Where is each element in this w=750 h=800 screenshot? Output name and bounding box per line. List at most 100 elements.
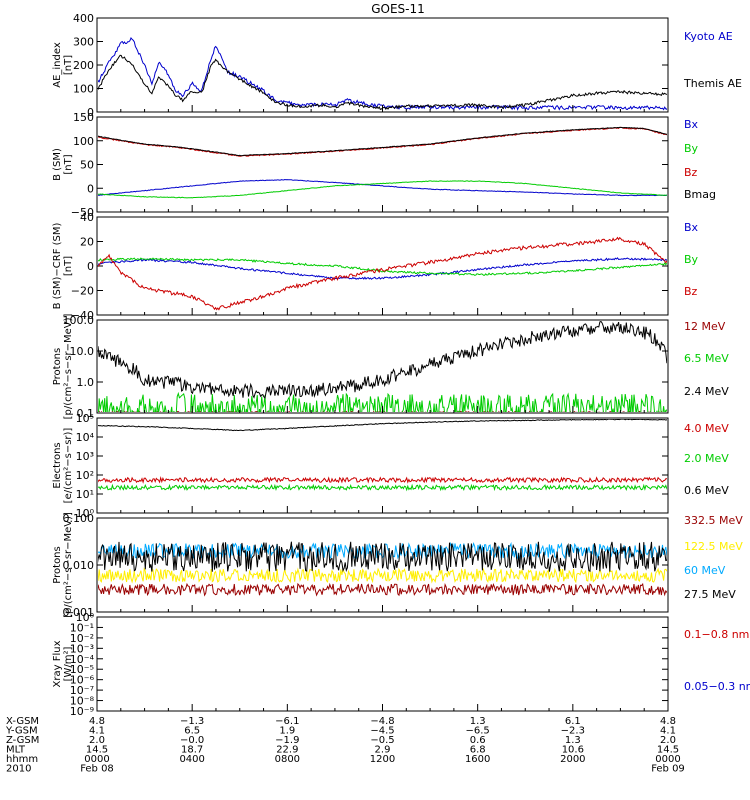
y-tick-label: 10⁰ — [76, 507, 95, 520]
y-tick-label: 400 — [73, 12, 94, 25]
legend-entry: 2.0 MeV — [684, 452, 729, 465]
panel-frame — [96, 17, 669, 113]
ephemeris-value: 1200 — [370, 754, 395, 765]
series-line — [98, 582, 667, 597]
legend-entry: Bx — [684, 118, 699, 131]
chart-title: GOES-11 — [371, 2, 425, 16]
ephemeris-value: Feb 08 — [80, 764, 114, 775]
ephemeris-value: 6.1 — [565, 716, 581, 727]
legend-entry: 0.05−0.3 nm — [684, 680, 750, 693]
y-tick-label: −50 — [71, 206, 94, 219]
ephemeris-value: 1600 — [465, 754, 490, 765]
series-line — [98, 37, 667, 111]
series-line — [98, 419, 667, 432]
series-line — [98, 126, 667, 157]
ephemeris-value: 0400 — [179, 754, 204, 765]
legend-entry: 60 MeV — [684, 564, 726, 577]
legend-entry: 0.6 MeV — [684, 484, 729, 497]
y-tick-label: 10.0 — [70, 345, 95, 358]
ephemeris-row-label: 2010 — [6, 764, 31, 775]
panel-frame — [96, 616, 669, 712]
y-tick-label: 10² — [76, 469, 94, 482]
ephemeris-value: 10.6 — [562, 745, 584, 756]
y-tick-label: 0 — [87, 106, 94, 119]
y-tick-label: 10⁻⁴ — [70, 653, 95, 666]
ephemeris-value: 0800 — [275, 754, 300, 765]
ephemeris-value: 2000 — [560, 754, 585, 765]
ephemeris-value: 6.5 — [184, 726, 200, 737]
ephemeris-row-label: Y-GSM — [5, 726, 38, 737]
series-line — [98, 476, 667, 484]
ephemeris-value: 14.5 — [86, 745, 108, 756]
y-tick-label: 150 — [73, 111, 94, 124]
y-tick-label: 10⁻⁶ — [70, 674, 95, 687]
ephemeris-value: 1.9 — [279, 726, 295, 737]
y-tick-label: 10⁻¹ — [70, 621, 94, 634]
panel-4: 0.1 1.0 10.0 100.0Protons[p/(cm²−s−sr−MeV)]… — [52, 313, 729, 420]
legend-entry: Themis AE — [683, 77, 742, 90]
legend-entry: Bmag — [684, 188, 716, 201]
ephemeris-row-label: MLT — [6, 745, 26, 756]
y-axis-label: B (SM)−CRF (SM)[nT] — [52, 222, 74, 309]
ephemeris-value: 6.8 — [470, 745, 486, 756]
y-tick-label: 0.100 — [63, 512, 95, 525]
y-tick-label: 0.1 — [77, 407, 95, 420]
panel-1: 0 100 200 300 400 AE_index[nT] Kyoto AE Themis … — [52, 12, 742, 119]
legend-entry: 27.5 MeV — [684, 588, 736, 601]
ephemeris-value: 0000 — [84, 754, 109, 765]
ephemeris-value: −1.3 — [180, 716, 204, 727]
series-line — [98, 54, 667, 111]
ephemeris-value: 1.3 — [565, 735, 581, 746]
series-line — [98, 567, 667, 584]
ephemeris-value: 14.5 — [657, 745, 679, 756]
series-line — [98, 321, 667, 399]
ephemeris-value: 18.7 — [181, 745, 203, 756]
y-tick-label: 0 — [87, 182, 94, 195]
panel-5: 10⁰ 10¹ 10² 10³ 10⁴ 10⁵Electrons[e/(cm²−s−sr)… — [52, 412, 729, 520]
series-line — [98, 126, 667, 157]
ephemeris-value: 4.1 — [89, 726, 105, 737]
y-tick-label: 300 — [73, 36, 94, 49]
ephemeris-value: −4.8 — [370, 716, 394, 727]
panel-3: −40 −20 0 20 40 B (SM)−CRF (SM)[nT] Bx By Bz — [52, 211, 699, 322]
ephemeris-value: −2.3 — [561, 726, 585, 737]
ephemeris-value: −6.1 — [275, 716, 299, 727]
y-axis-label: Protons[p/(cm²−s−sr−MeV)] — [52, 512, 74, 618]
legend-entry: 0.1−0.8 nm — [684, 628, 749, 641]
series-line — [98, 483, 667, 492]
legend-entry: By — [684, 253, 699, 266]
y-tick-label: 10⁻⁷ — [70, 684, 94, 697]
y-tick-label: 0 — [87, 260, 94, 273]
ephemeris-value: 0000 — [655, 754, 680, 765]
ephemeris-value: Feb 09 — [651, 764, 685, 775]
ephemeris-value: −0.5 — [370, 735, 394, 746]
legend-entry: 2.4 MeV — [684, 385, 729, 398]
ephemeris-value: 2.0 — [89, 735, 105, 746]
ephemeris-value: 4.1 — [660, 726, 676, 737]
y-tick-label: −20 — [71, 285, 94, 298]
ephemeris-value: 2.0 — [660, 735, 676, 746]
y-tick-label: −40 — [71, 309, 94, 322]
y-tick-label: 10⁻³ — [70, 642, 94, 655]
y-tick-label: 100.0 — [63, 314, 95, 327]
ephemeris-value: 4.8 — [660, 716, 676, 727]
y-tick-label: 10⁴ — [76, 431, 95, 444]
y-axis-label: AE_index[nT] — [52, 42, 74, 88]
legend-entry: 122.5 MeV — [684, 540, 743, 553]
y-tick-label: 0.001 — [63, 606, 95, 619]
ephemeris-value: −6.5 — [466, 726, 490, 737]
y-tick-label: 0.010 — [63, 559, 95, 572]
ephemeris-value: 2.9 — [375, 745, 391, 756]
ephemeris-value: 4.8 — [89, 716, 105, 727]
legend-entry: 332.5 MeV — [684, 514, 743, 527]
ephemeris-value: 0.6 — [470, 735, 486, 746]
y-tick-label: 200 — [73, 59, 94, 72]
ephemeris-row-label: hhmm — [6, 754, 38, 765]
y-tick-label: 10³ — [76, 450, 94, 463]
y-tick-label: 50 — [80, 159, 94, 172]
panel-6: 0.001 0.010 0.100Protons[p/(cm²−s−sr−MeV)]… — [52, 512, 743, 619]
series-line — [98, 180, 667, 199]
series-line — [98, 541, 667, 573]
